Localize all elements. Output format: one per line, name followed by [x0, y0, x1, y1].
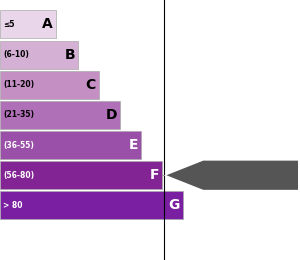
Text: A: A [42, 17, 52, 31]
Text: D: D [106, 108, 117, 122]
Text: E: E [128, 138, 138, 152]
Polygon shape [167, 161, 298, 190]
Bar [0, 191, 183, 219]
Text: G: G [169, 198, 180, 212]
Bar [0, 10, 56, 38]
Bar [0, 71, 99, 99]
Bar [0, 41, 78, 69]
Bar [0, 161, 162, 189]
Text: (21-35): (21-35) [3, 110, 34, 119]
Text: ≤5: ≤5 [3, 20, 14, 29]
Text: F: F [149, 168, 159, 182]
Bar [0, 101, 120, 129]
Text: (11-20): (11-20) [3, 80, 34, 89]
Text: (36-55): (36-55) [3, 141, 34, 149]
Text: (6-10): (6-10) [3, 50, 29, 59]
Text: C: C [86, 78, 96, 92]
Text: (56-80): (56-80) [3, 171, 34, 180]
Bar [0, 131, 141, 159]
Text: B: B [64, 48, 75, 62]
Text: > 80: > 80 [3, 201, 22, 210]
